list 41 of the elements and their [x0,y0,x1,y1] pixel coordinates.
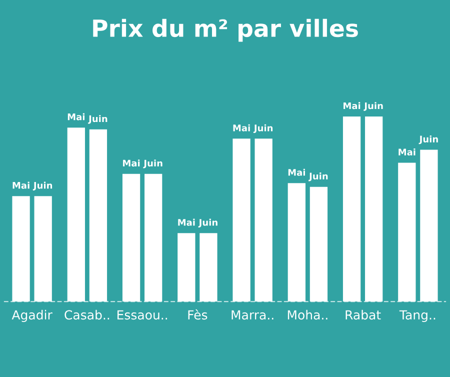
x-tick-label: Casab.. [64,310,110,320]
x-tick-label: Tang.. [399,310,436,322]
text: Juin [198,218,218,228]
text: Mai [233,124,250,132]
x-tick-label: Essaou.. [117,310,168,320]
text: Mai [123,160,140,167]
bar [232,138,250,302]
text: Juin [88,115,108,124]
bar [67,128,85,302]
text: Juin [308,172,328,182]
text: Juin [143,160,162,168]
bar [122,174,140,302]
text: Mai [12,182,30,189]
text: Mai [178,218,195,226]
x-tick-label: Moha.. [288,310,328,320]
text: Mai [68,113,84,120]
bar [288,183,306,302]
text: Mai [288,168,305,176]
x-tick-label: Marra.. [232,310,274,320]
bar [12,196,30,302]
text: Juin [364,102,383,111]
text: Mai [398,148,416,156]
bar [34,196,52,302]
series-label: Mai [344,102,360,110]
chart-title: Prix du m² par villes [93,18,358,42]
x-tick-label: Fès [188,309,208,320]
x-tick-label: Rabat [346,310,381,320]
bar [398,162,416,302]
bar [200,233,218,302]
bar [178,233,196,302]
text: Juin [32,182,52,190]
bar [365,116,383,302]
bar [144,174,162,302]
bar [89,129,108,302]
series-label: Juin [253,124,273,134]
bar [310,186,328,302]
bar [342,116,361,302]
x-tick-label: Agadir [12,310,52,322]
bar [254,138,272,302]
bar [420,150,438,302]
text: Juin [418,136,438,144]
